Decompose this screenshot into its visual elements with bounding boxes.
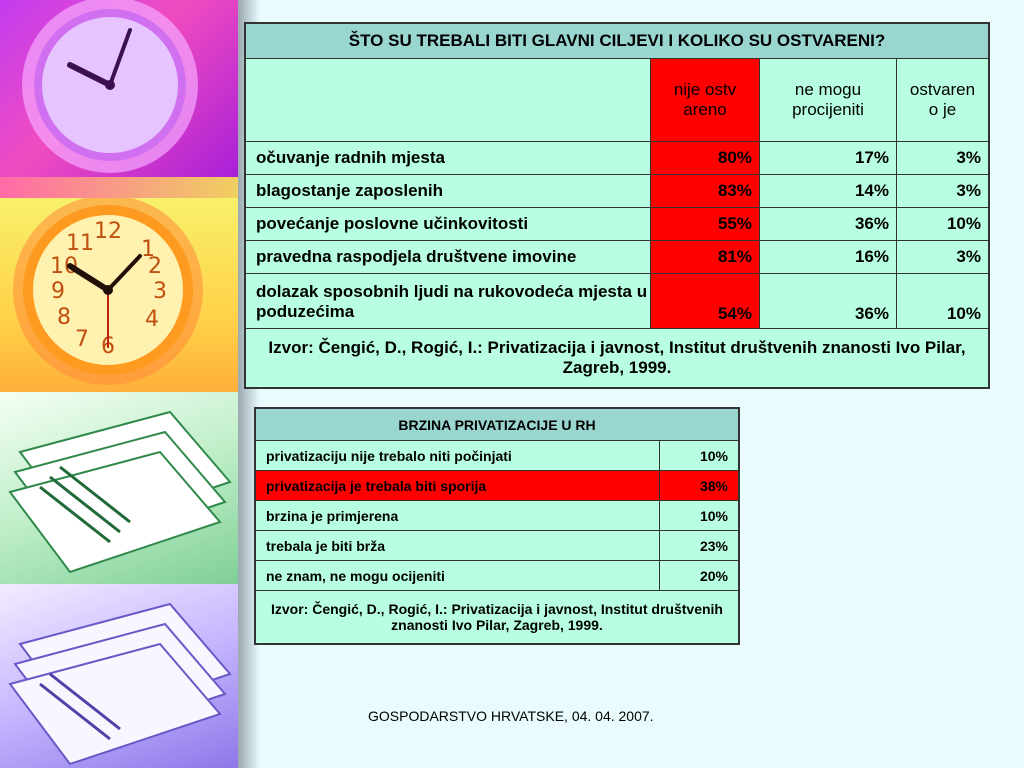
row-label: blagostanje zaposlenih [244, 174, 651, 208]
column-header-label: ostvareno je [909, 80, 976, 119]
table-row: ne znam, ne mogu ocijeniti 20% [254, 560, 740, 591]
clock-numeral: 8 [57, 305, 71, 330]
value-achieved: 10% [896, 273, 990, 329]
clock-numeral: 2 [148, 254, 162, 279]
row-label: očuvanje radnih mjesta [244, 141, 651, 175]
row-label: trebala je biti brža [254, 530, 660, 561]
value-achieved: 10% [896, 207, 990, 241]
row-label: dolazak sposobnih ljudi na rukovodeća mj… [244, 273, 651, 329]
column-header-not-achieved: nije ostvareno [650, 58, 760, 142]
column-header-label: nije ostvareno [673, 80, 737, 119]
value-achieved: 3% [896, 141, 990, 175]
row-label: ne znam, ne mogu ocijeniti [254, 560, 660, 591]
table-row: pravedna raspodjela društvene imovine 81… [244, 240, 990, 274]
column-header-cannot-assess: ne mogu procijeniti [759, 58, 897, 142]
source-note: Izvor: Čengić, D., Rogić, I.: Privatizac… [244, 328, 990, 389]
value-not-achieved: 81% [650, 240, 760, 274]
value-cannot-assess: 36% [759, 273, 897, 329]
table-row: povećanje poslovne učinkovitosti 55% 36%… [244, 207, 990, 241]
value-cannot-assess: 36% [759, 207, 897, 241]
value-not-achieved: 54% [650, 273, 760, 329]
green-papers-image [0, 392, 240, 584]
speed-table-title: BRZINA PRIVATIZACIJE U RH [254, 407, 740, 441]
table-row: privatizaciju nije trebalo niti počinjat… [254, 440, 740, 471]
value-not-achieved: 80% [650, 141, 760, 175]
value-cannot-assess: 17% [759, 141, 897, 175]
clock-numeral: 12 [94, 219, 122, 244]
row-value: 23% [659, 530, 740, 561]
table-row: trebala je biti brža 23% [254, 530, 740, 561]
table-row: očuvanje radnih mjesta 80% 17% 3% [244, 141, 990, 175]
clock-icon: 12 1 2 3 4 10 9 8 7 6 11 [13, 198, 203, 385]
value-not-achieved: 55% [650, 207, 760, 241]
value-cannot-assess: 14% [759, 174, 897, 208]
clock-icon [22, 0, 198, 173]
clock-numeral: 9 [51, 279, 65, 304]
table-row: blagostanje zaposlenih 83% 14% 3% [244, 174, 990, 208]
value-not-achieved: 83% [650, 174, 760, 208]
privatization-speed-table: BRZINA PRIVATIZACIJE U RH privatizaciju … [254, 407, 740, 645]
papers-icon [8, 410, 232, 574]
row-label: brzina je primjerena [254, 500, 660, 531]
table-row-highlighted: privatizacija je trebala biti sporija 38… [254, 470, 740, 501]
clock-numeral: 7 [75, 327, 89, 352]
row-label: privatizaciju nije trebalo niti počinjat… [254, 440, 660, 471]
slide-footer: GOSPODARSTVO HRVATSKE, 04. 04. 2007. [368, 708, 654, 724]
clock-numeral: 11 [66, 231, 94, 256]
value-cannot-assess: 16% [759, 240, 897, 274]
row-value: 10% [659, 440, 740, 471]
clock-numeral: 1 [141, 237, 155, 262]
papers-icon [8, 602, 232, 766]
row-value: 38% [659, 470, 740, 501]
column-header-label: ne mogu procijeniti [792, 80, 864, 119]
row-label: privatizacija je trebala biti sporija [254, 470, 660, 501]
value-achieved: 3% [896, 240, 990, 274]
value-achieved: 3% [896, 174, 990, 208]
source-note: Izvor: Čengić, D., Rogić, I.: Privatizac… [254, 590, 740, 645]
decorative-image-strip: 12 1 2 3 4 10 9 8 7 6 11 [0, 0, 240, 768]
purple-papers-image [0, 584, 240, 768]
color-band [0, 177, 240, 198]
goals-table-title: ŠTO SU TREBALI BITI GLAVNI CILJEVI I KOL… [244, 22, 990, 59]
table-row: dolazak sposobnih ljudi na rukovodeća mj… [244, 273, 990, 329]
clock-numeral: 4 [145, 307, 159, 332]
purple-clock-image [0, 0, 240, 177]
goals-table: ŠTO SU TREBALI BITI GLAVNI CILJEVI I KOL… [244, 22, 990, 389]
empty-header-cell [244, 58, 651, 142]
table-row: brzina je primjerena 10% [254, 500, 740, 531]
row-value: 20% [659, 560, 740, 591]
row-label: pravedna raspodjela društvene imovine [244, 240, 651, 274]
clock-numeral: 3 [153, 279, 167, 304]
row-value: 10% [659, 500, 740, 531]
column-header-achieved: ostvareno je [896, 58, 990, 142]
row-label: povećanje poslovne učinkovitosti [244, 207, 651, 241]
orange-clock-image: 12 1 2 3 4 10 9 8 7 6 11 [0, 198, 240, 392]
